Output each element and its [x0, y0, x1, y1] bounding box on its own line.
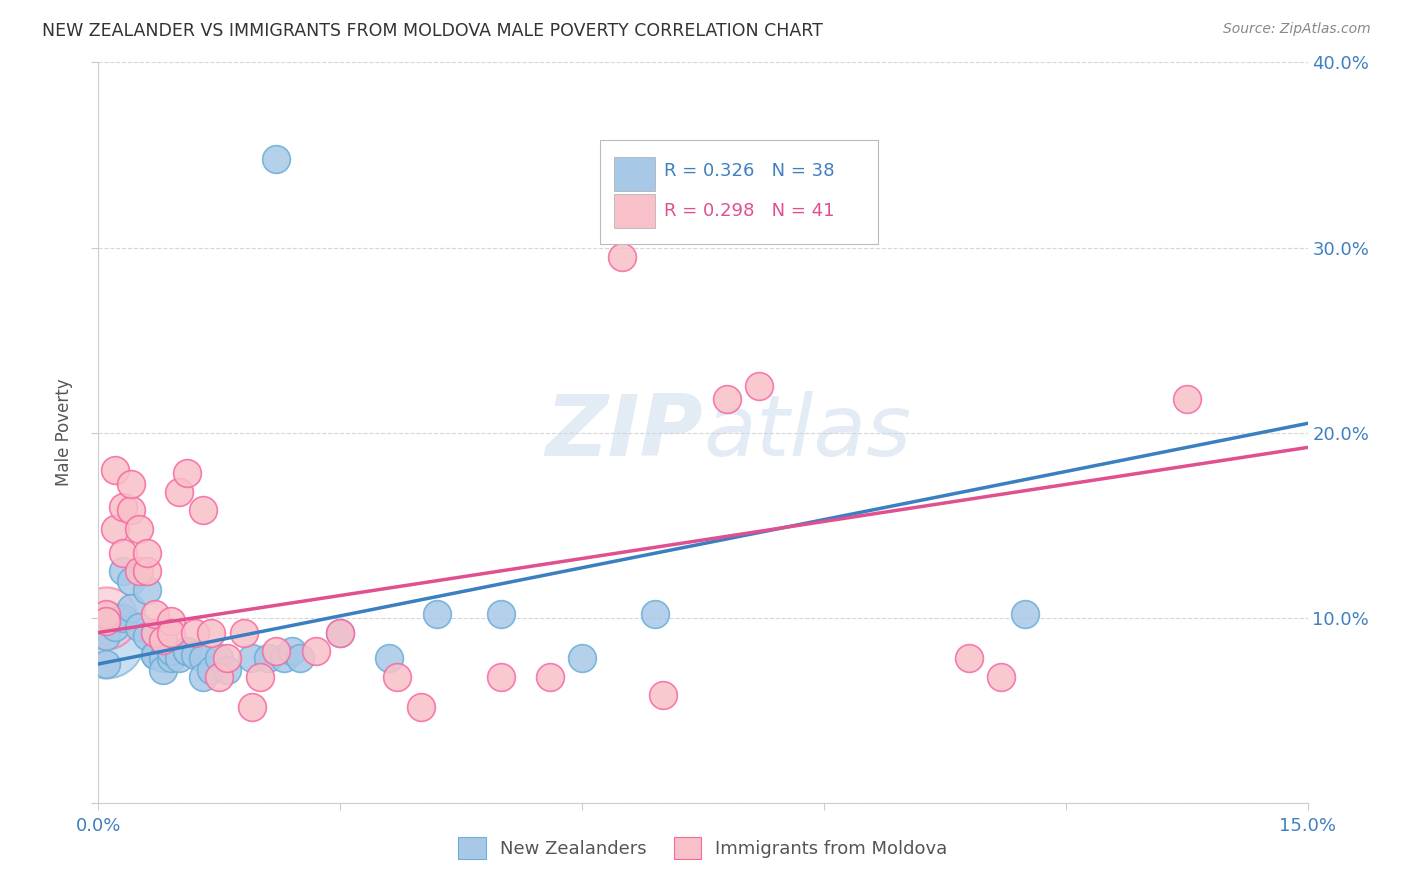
Point [273, 651, 295, 665]
Point [772, 203, 794, 218]
Text: R = 0.298   N = 41: R = 0.298 N = 41 [664, 202, 835, 219]
Point [305, 644, 328, 658]
Point [264, 152, 287, 166]
Point [426, 607, 449, 621]
Point [184, 648, 207, 662]
Point [111, 546, 134, 560]
Point [990, 670, 1012, 684]
Point [200, 663, 222, 677]
Point [128, 565, 150, 579]
Point [103, 522, 125, 536]
Point [240, 651, 263, 665]
Point [120, 477, 142, 491]
Point [111, 500, 134, 514]
Point [329, 625, 352, 640]
Point [135, 546, 157, 560]
Point [96, 610, 118, 624]
Point [281, 644, 304, 658]
Point [491, 607, 513, 621]
Point [716, 392, 738, 407]
Point [111, 610, 134, 624]
Point [160, 651, 183, 665]
Point [96, 629, 118, 643]
Point [143, 648, 166, 662]
Point [96, 607, 118, 621]
Point [651, 689, 673, 703]
Point [152, 651, 174, 665]
Text: ZIP: ZIP [546, 391, 703, 475]
Point [176, 644, 198, 658]
Point [200, 625, 222, 640]
Text: R = 0.326   N = 38: R = 0.326 N = 38 [664, 162, 835, 180]
Point [152, 663, 174, 677]
Text: NEW ZEALANDER VS IMMIGRANTS FROM MOLDOVA MALE POVERTY CORRELATION CHART: NEW ZEALANDER VS IMMIGRANTS FROM MOLDOVA… [42, 22, 823, 40]
FancyBboxPatch shape [613, 157, 655, 191]
Point [385, 670, 408, 684]
Point [143, 625, 166, 640]
Point [240, 699, 263, 714]
Point [143, 607, 166, 621]
Point [377, 651, 399, 665]
Point [409, 699, 432, 714]
Point [128, 522, 150, 536]
Point [571, 651, 593, 665]
Point [167, 484, 190, 499]
Point [111, 565, 134, 579]
Text: Source: ZipAtlas.com: Source: ZipAtlas.com [1223, 22, 1371, 37]
Point [256, 651, 278, 665]
Point [135, 629, 157, 643]
Point [103, 462, 125, 476]
Point [120, 503, 142, 517]
Point [160, 644, 183, 658]
Point [288, 651, 311, 665]
Point [184, 625, 207, 640]
Point [193, 651, 215, 665]
Point [208, 651, 231, 665]
Point [1175, 392, 1198, 407]
Point [143, 648, 166, 662]
Point [232, 625, 254, 640]
Point [167, 651, 190, 665]
Point [538, 670, 561, 684]
Point [135, 582, 157, 597]
Point [329, 625, 352, 640]
Point [176, 644, 198, 658]
Point [264, 644, 287, 658]
FancyBboxPatch shape [613, 194, 655, 228]
Point [193, 503, 215, 517]
Point [120, 601, 142, 615]
Point [208, 670, 231, 684]
Point [748, 379, 770, 393]
Point [217, 663, 239, 677]
Point [96, 632, 118, 647]
Point [612, 250, 634, 264]
Point [160, 615, 183, 629]
Point [491, 670, 513, 684]
Point [103, 620, 125, 634]
Point [96, 657, 118, 671]
Point [176, 467, 198, 481]
Point [135, 565, 157, 579]
Legend: New Zealanders, Immigrants from Moldova: New Zealanders, Immigrants from Moldova [450, 828, 956, 868]
Point [96, 615, 118, 629]
Point [957, 651, 980, 665]
FancyBboxPatch shape [600, 140, 879, 244]
Point [217, 651, 239, 665]
Point [120, 574, 142, 588]
Point [152, 632, 174, 647]
Point [249, 670, 271, 684]
Text: atlas: atlas [703, 391, 911, 475]
Y-axis label: Male Poverty: Male Poverty [55, 379, 73, 486]
Point [1014, 607, 1036, 621]
Point [160, 625, 183, 640]
Point [193, 670, 215, 684]
Point [128, 620, 150, 634]
Point [644, 607, 666, 621]
